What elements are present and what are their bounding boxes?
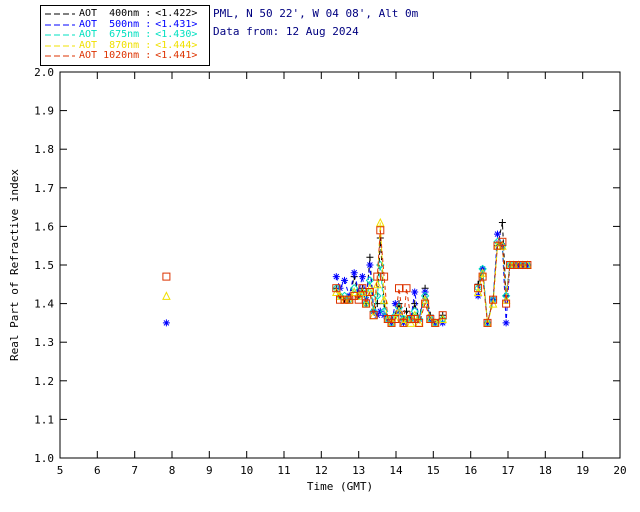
- svg-text:1.0: 1.0: [34, 452, 54, 465]
- legend-item-value: <1.430>: [155, 29, 198, 41]
- svg-text:1.9: 1.9: [34, 105, 54, 118]
- plot-header: PML, N 50 22', W 04 08', Alt 0m Data fro…: [213, 7, 418, 43]
- svg-text:1.3: 1.3: [34, 336, 54, 349]
- svg-text:17: 17: [501, 464, 514, 477]
- legend-line-sample: [45, 24, 75, 26]
- legend-item: AOT 400nm : <1.422>: [45, 9, 205, 20]
- svg-text:6: 6: [94, 464, 101, 477]
- svg-text:1.5: 1.5: [34, 259, 54, 272]
- legend-line-sample: [45, 34, 75, 36]
- legend-item-label: AOT 400nm :: [79, 8, 152, 20]
- svg-text:5: 5: [57, 464, 64, 477]
- legend-line-sample: [45, 55, 75, 57]
- legend-item: AOT 500nm : <1.431>: [45, 18, 205, 31]
- svg-text:Time (GMT): Time (GMT): [307, 480, 373, 493]
- legend-item-value: <1.441>: [155, 50, 198, 62]
- svg-text:Real Part of Refractive index: Real Part of Refractive index: [8, 169, 21, 361]
- legend-item-label: AOT 870nm :: [79, 39, 152, 51]
- legend-item-value: <1.431>: [155, 18, 198, 30]
- legend: AOT 400nm : <1.422> AOT 500nm : <1.431> …: [40, 5, 210, 66]
- svg-text:1.7: 1.7: [34, 182, 54, 195]
- legend-item: AOT 1020nm : <1.441>: [45, 51, 205, 62]
- legend-item-label: AOT 675nm :: [79, 29, 152, 41]
- legend-item-label: AOT 500nm :: [79, 18, 152, 30]
- legend-line-sample: [45, 13, 75, 15]
- svg-text:1.8: 1.8: [34, 143, 54, 156]
- svg-text:15: 15: [427, 464, 440, 477]
- legend-item-value: <1.444>: [155, 39, 198, 51]
- svg-text:19: 19: [576, 464, 589, 477]
- svg-text:13: 13: [352, 464, 365, 477]
- svg-text:7: 7: [131, 464, 138, 477]
- legend-item-label: AOT 1020nm :: [79, 50, 152, 62]
- svg-text:14: 14: [389, 464, 403, 477]
- data-date: Data from: 12 Aug 2024: [213, 25, 359, 38]
- svg-text:1.6: 1.6: [34, 220, 54, 233]
- svg-text:1.4: 1.4: [34, 298, 54, 311]
- station-info: PML, N 50 22', W 04 08', Alt 0m: [213, 7, 419, 20]
- svg-text:11: 11: [277, 464, 290, 477]
- legend-line-sample: [45, 45, 75, 47]
- svg-text:1.2: 1.2: [34, 375, 54, 388]
- legend-item: AOT 870nm : <1.444>: [45, 39, 205, 52]
- svg-text:18: 18: [539, 464, 552, 477]
- svg-text:8: 8: [169, 464, 176, 477]
- svg-text:1.1: 1.1: [34, 413, 54, 426]
- svg-text:9: 9: [206, 464, 213, 477]
- svg-text:10: 10: [240, 464, 253, 477]
- svg-text:12: 12: [315, 464, 328, 477]
- svg-text:2.0: 2.0: [34, 66, 54, 79]
- legend-item: AOT 675nm : <1.430>: [45, 30, 205, 41]
- legend-item-value: <1.422>: [155, 8, 198, 20]
- svg-text:20: 20: [613, 464, 626, 477]
- svg-text:16: 16: [464, 464, 477, 477]
